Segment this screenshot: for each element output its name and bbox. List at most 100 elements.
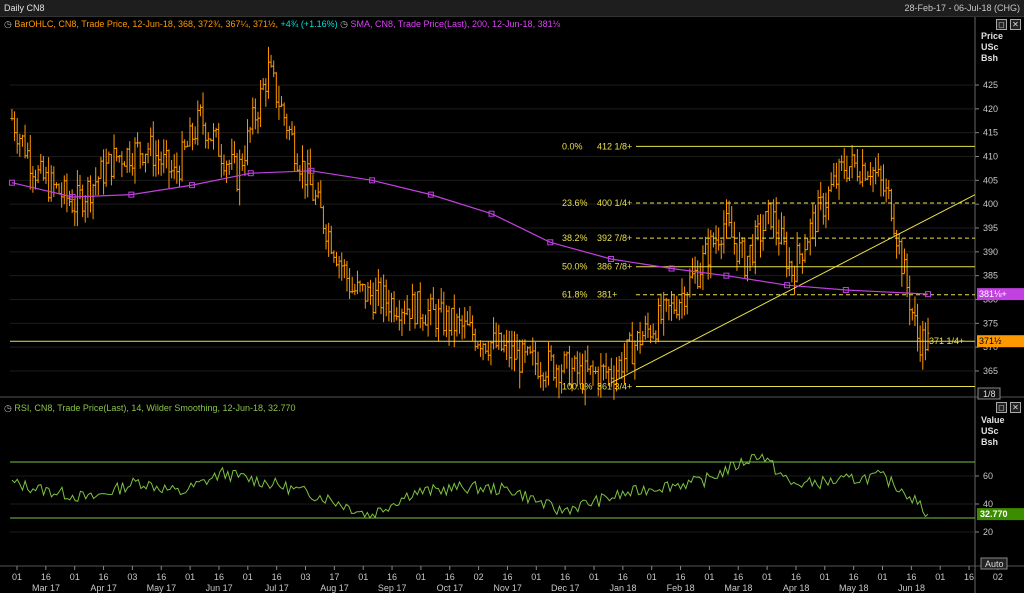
sma-marker	[189, 182, 196, 189]
x-day-label: 02	[474, 572, 484, 582]
x-day-label: 16	[41, 572, 51, 582]
fib-price-label: 400 1/4+	[597, 198, 632, 208]
x-day-label: 01	[704, 572, 714, 582]
axes: 425420415410405400395390385380375370365P…	[12, 31, 1024, 593]
price-tick-label: 385	[983, 271, 998, 281]
fib-price-label: 381+	[597, 290, 617, 300]
price-overlays: 0.0% 412 1/8+ 23.6% 400 1/4+ 38.2% 392 7/8+ 50…	[8, 141, 976, 391]
price-bars	[10, 46, 930, 406]
price-tick-label: 365	[983, 366, 998, 376]
sma-marker	[842, 286, 849, 293]
x-day-label: 01	[12, 572, 22, 582]
clock-icon: ◷	[4, 19, 12, 29]
fib-price-label: 361 3/4+	[597, 381, 632, 391]
x-day-label: 16	[272, 572, 282, 582]
fib-price-label: 412 1/8+	[597, 141, 632, 151]
ohlc-legend-text: BarOHLC, CN8, Trade Price, 12-Jun-18, 36…	[14, 19, 279, 29]
price-tick-label: 425	[983, 80, 998, 90]
rsi-value-badge	[977, 508, 1024, 521]
price-tick-label: 395	[983, 223, 998, 233]
x-month-label: Apr 17	[90, 583, 117, 593]
rsi-panel	[10, 453, 975, 519]
sma-value-label: 381⅛+	[979, 289, 1007, 299]
x-month-label: Dec 17	[551, 583, 580, 593]
restore-icon[interactable]: ◻	[996, 19, 1007, 30]
sma-marker	[723, 272, 730, 279]
sma-marker	[8, 179, 15, 186]
x-month-label: Feb 18	[667, 583, 695, 593]
horizontal-line-label: 371 1/4+	[929, 336, 964, 346]
x-day-label: 01	[243, 572, 253, 582]
x-day-label: 16	[618, 572, 628, 582]
fib-percent-label: 50.0%	[562, 262, 588, 272]
fib-price-label: 386 7/8+	[597, 262, 632, 272]
window-date-range: 28-Feb-17 - 06-Jul-18 (CHG)	[904, 3, 1020, 13]
x-month-label: Jul 17	[265, 583, 289, 593]
x-day-label: 01	[589, 572, 599, 582]
auto-button	[980, 557, 1008, 570]
close-icon[interactable]: ✕	[1010, 402, 1021, 413]
price-tick-label: 405	[983, 175, 998, 185]
price-axis-title: Bsh	[981, 53, 998, 63]
last-price-label: 371½	[979, 336, 1002, 346]
price-tick-label: 390	[983, 247, 998, 257]
sma-marker	[607, 255, 614, 262]
x-day-label: 01	[877, 572, 887, 582]
x-month-label: Nov 17	[493, 583, 522, 593]
close-icon[interactable]: ✕	[1010, 19, 1021, 30]
sma-marker	[308, 167, 315, 174]
restore-icon[interactable]: ◻	[996, 402, 1007, 413]
sma-marker	[369, 177, 376, 184]
x-day-label: 03	[127, 572, 137, 582]
fraction-box	[977, 387, 1001, 400]
fraction-label: 1/8	[983, 389, 996, 399]
x-month-label: Apr 18	[783, 583, 810, 593]
price-tick-label: 375	[983, 318, 998, 328]
auto-button-label: Auto	[985, 559, 1004, 569]
window-titlebar: Daily CN8 28-Feb-17 - 06-Jul-18 (CHG)	[0, 0, 1024, 17]
rsi-value-label: 32.770	[980, 509, 1008, 519]
x-day-label: 01	[416, 572, 426, 582]
rsi-tick-label: 40	[983, 499, 993, 509]
x-month-label: May 18	[839, 583, 869, 593]
rsi-line	[11, 453, 929, 519]
x-day-label: 01	[70, 572, 80, 582]
x-day-label: 16	[733, 572, 743, 582]
x-month-label: Oct 17	[437, 583, 464, 593]
sma-marker	[128, 191, 135, 198]
price-tick-label: 400	[983, 199, 998, 209]
x-day-label: 01	[531, 572, 541, 582]
sma-marker	[427, 191, 434, 198]
sma-marker	[668, 265, 675, 272]
ohlc-legend-change: +4¾ (+1.16%)	[280, 19, 338, 29]
rsi-legend[interactable]: ◷ RSI, CN8, Trade Price(Last), 14, Wilde…	[4, 403, 296, 414]
x-month-label: Sep 17	[378, 583, 407, 593]
x-day-label: 02	[993, 572, 1003, 582]
x-day-label: 01	[935, 572, 945, 582]
x-day-label: 01	[820, 572, 830, 582]
price-legend[interactable]: ◷ BarOHLC, CN8, Trade Price, 12-Jun-18, …	[4, 19, 560, 30]
grid-lines	[0, 17, 1024, 593]
rsi-legend-text: RSI, CN8, Trade Price(Last), 14, Wilder …	[14, 403, 296, 413]
x-day-label: 16	[156, 572, 166, 582]
x-month-label: May 17	[147, 583, 177, 593]
sma-value-badge	[977, 288, 1024, 301]
x-day-label: 16	[387, 572, 397, 582]
sma-line	[11, 170, 929, 295]
price-axis-title: Price	[981, 31, 1003, 41]
sma-marker	[547, 239, 554, 246]
price-axis-title: USc	[981, 42, 999, 52]
x-day-label: 17	[329, 572, 339, 582]
x-day-label: 16	[964, 572, 974, 582]
x-month-label: Jun 17	[206, 583, 233, 593]
x-day-label: 01	[358, 572, 368, 582]
price-tick-label: 415	[983, 128, 998, 138]
price-tick-label: 420	[983, 104, 998, 114]
x-day-label: 16	[560, 572, 570, 582]
x-day-label: 16	[502, 572, 512, 582]
x-day-label: 16	[906, 572, 916, 582]
x-month-label: Jan 18	[609, 583, 636, 593]
fib-percent-label: 38.2%	[562, 233, 588, 243]
rsi-axis-title: Bsh	[981, 437, 998, 447]
